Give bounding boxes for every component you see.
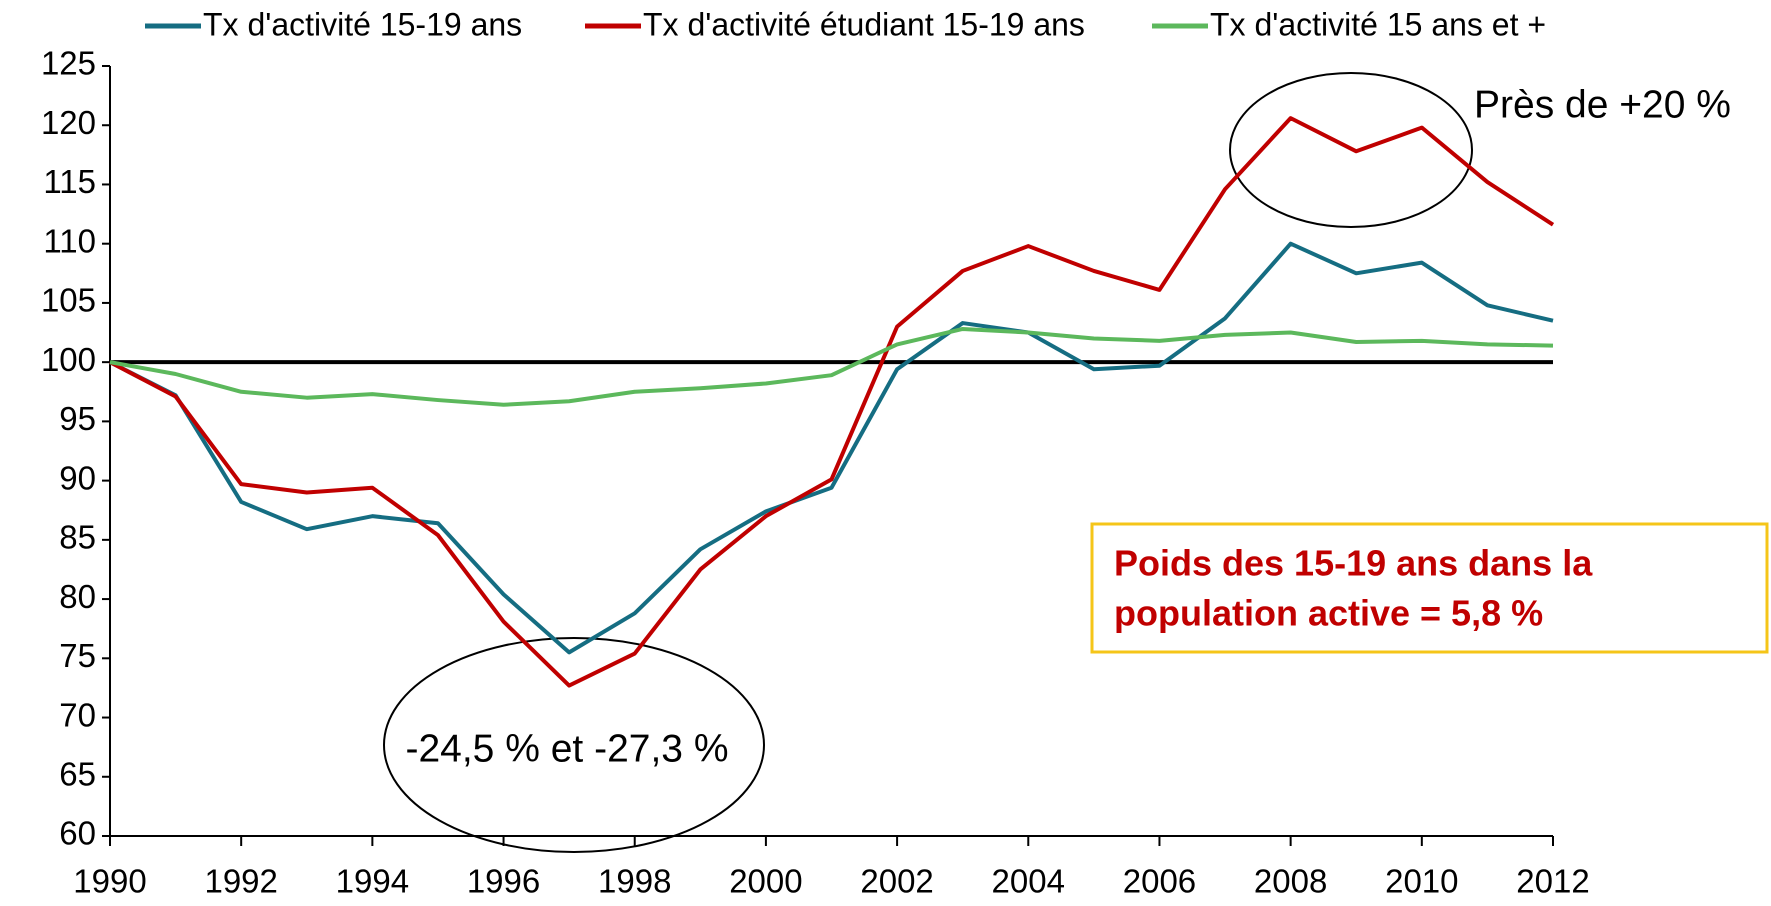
- x-tick-label: 1992: [204, 863, 277, 900]
- x-tick-label: 2012: [1516, 863, 1589, 900]
- x-tick-label: 2010: [1385, 863, 1458, 900]
- y-tick-label: 80: [59, 578, 96, 615]
- y-tick-label: 90: [59, 459, 96, 496]
- y-tick-label: 75: [59, 637, 96, 674]
- legend-label: Tx d'activité 15 ans et +: [1210, 6, 1546, 42]
- x-tick-label: 1996: [467, 863, 540, 900]
- y-tick-label: 115: [43, 163, 96, 200]
- x-tick-label: 2000: [729, 863, 802, 900]
- x-tick-label: 1990: [73, 863, 146, 900]
- y-tick-label: 105: [41, 282, 96, 319]
- x-tick-label: 2008: [1254, 863, 1327, 900]
- y-tick-label: 70: [59, 696, 96, 733]
- x-tick-label: 2002: [860, 863, 933, 900]
- y-tick-label: 65: [59, 755, 96, 792]
- y-tick-label: 60: [59, 815, 96, 852]
- legend-label: Tx d'activité 15-19 ans: [203, 6, 522, 42]
- callout-text: Poids des 15-19 ans dans la: [1114, 543, 1593, 584]
- y-tick-label: 85: [59, 519, 96, 556]
- x-tick-label: 2006: [1123, 863, 1196, 900]
- x-tick-label: 1994: [336, 863, 409, 900]
- y-tick-label: 110: [43, 222, 96, 259]
- y-tick-label: 95: [59, 400, 96, 437]
- callout-text: population active = 5,8 %: [1114, 593, 1543, 634]
- y-tick-label: 100: [41, 341, 96, 378]
- annotation: Près de +20 %: [1474, 83, 1731, 126]
- x-tick-label: 2004: [992, 863, 1065, 900]
- page: {"chart_data": {"type": "line", "x": [19…: [0, 0, 1771, 906]
- legend-label: Tx d'activité étudiant 15-19 ans: [643, 6, 1085, 42]
- chart: Près de +20 % -24,5 % et -27,3 % Poids d…: [0, 0, 1771, 906]
- y-tick-label: 120: [41, 104, 96, 141]
- series-line: [110, 329, 1553, 405]
- annotation: -24,5 % et -27,3 %: [405, 727, 728, 770]
- y-tick-label: 125: [41, 45, 96, 82]
- x-tick-label: 1998: [598, 863, 671, 900]
